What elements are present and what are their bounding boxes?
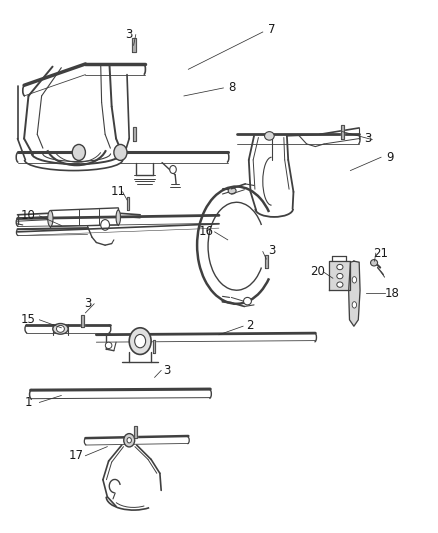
Ellipse shape xyxy=(337,264,343,270)
Text: 21: 21 xyxy=(374,247,389,260)
Polygon shape xyxy=(132,38,136,52)
Ellipse shape xyxy=(72,144,85,160)
Ellipse shape xyxy=(352,277,357,283)
Text: 16: 16 xyxy=(198,225,213,238)
Ellipse shape xyxy=(228,188,236,194)
Ellipse shape xyxy=(48,211,53,227)
Polygon shape xyxy=(133,127,137,141)
Text: 3: 3 xyxy=(84,297,91,310)
Polygon shape xyxy=(153,341,155,353)
Ellipse shape xyxy=(337,273,343,279)
Ellipse shape xyxy=(135,335,145,348)
Text: 2: 2 xyxy=(246,319,254,332)
Text: 17: 17 xyxy=(69,449,84,462)
Ellipse shape xyxy=(170,165,176,173)
Text: 7: 7 xyxy=(268,23,276,36)
Polygon shape xyxy=(134,425,137,438)
Text: 10: 10 xyxy=(21,209,36,222)
Text: 8: 8 xyxy=(229,82,236,94)
Ellipse shape xyxy=(129,328,151,354)
Text: 3: 3 xyxy=(126,28,133,41)
Polygon shape xyxy=(341,125,344,139)
Text: 3: 3 xyxy=(163,364,170,377)
Polygon shape xyxy=(349,261,360,326)
Ellipse shape xyxy=(105,342,112,349)
Text: 1: 1 xyxy=(25,396,32,409)
Text: 9: 9 xyxy=(386,151,394,164)
Text: 11: 11 xyxy=(111,185,126,198)
Ellipse shape xyxy=(337,282,343,287)
Ellipse shape xyxy=(57,325,64,333)
Text: 18: 18 xyxy=(385,287,399,300)
Polygon shape xyxy=(265,255,268,268)
Polygon shape xyxy=(127,197,129,210)
Text: 20: 20 xyxy=(310,265,325,278)
Ellipse shape xyxy=(371,260,378,266)
Ellipse shape xyxy=(244,297,251,305)
Ellipse shape xyxy=(352,302,357,308)
Text: 15: 15 xyxy=(21,313,36,326)
Text: 3: 3 xyxy=(268,244,275,257)
Ellipse shape xyxy=(265,132,274,140)
Ellipse shape xyxy=(116,210,120,225)
Polygon shape xyxy=(81,315,84,327)
Ellipse shape xyxy=(114,144,127,160)
Ellipse shape xyxy=(101,220,110,230)
Ellipse shape xyxy=(53,324,68,334)
Ellipse shape xyxy=(127,438,131,443)
Text: 3: 3 xyxy=(364,132,371,145)
Ellipse shape xyxy=(124,434,134,447)
Polygon shape xyxy=(329,261,350,290)
